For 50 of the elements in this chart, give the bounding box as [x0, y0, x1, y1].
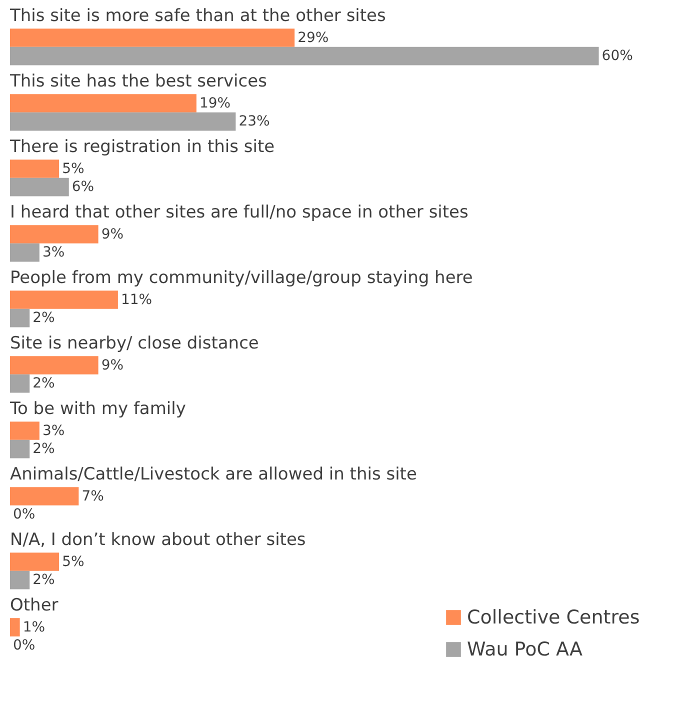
- bar: [10, 618, 20, 636]
- bar: [10, 308, 30, 328]
- bar: [10, 552, 60, 571]
- bar: [10, 243, 40, 262]
- data-label: 9%: [101, 357, 124, 374]
- y-tick-label: There is registration in this site: [9, 137, 275, 157]
- bar: [10, 487, 79, 506]
- y-tick-label: Other: [10, 596, 58, 616]
- bar: [10, 422, 40, 440]
- bar: [10, 160, 60, 178]
- data-label: 2%: [32, 572, 55, 588]
- y-tick-label: I heard that other sites are full/no space in other sites: [10, 202, 469, 222]
- bar: [10, 94, 196, 112]
- data-label: 3%: [42, 422, 65, 439]
- bar: [10, 178, 69, 196]
- bar: [10, 225, 98, 244]
- data-label: 11%: [120, 292, 152, 308]
- legend-label: Wau PoC AA: [467, 638, 583, 660]
- data-label: 2%: [32, 376, 55, 392]
- y-tick-label: This site has the best services: [9, 72, 268, 92]
- bar: [10, 28, 295, 47]
- data-label: 23%: [238, 114, 270, 130]
- y-tick-label: This site is more safe than at the other sites: [9, 6, 386, 26]
- data-label: 0%: [13, 638, 36, 654]
- data-label: 5%: [62, 554, 84, 570]
- legend-label: Collective Centres: [467, 606, 640, 628]
- data-label: 19%: [199, 95, 231, 112]
- data-label: 2%: [32, 310, 55, 326]
- data-label: 1%: [22, 619, 46, 636]
- y-tick-label: Site is nearby/ close distance: [10, 334, 259, 354]
- bar: [10, 290, 118, 309]
- data-label: 29%: [298, 30, 329, 46]
- data-label: 3%: [42, 244, 65, 261]
- bar: [10, 112, 236, 131]
- data-label: 6%: [72, 179, 94, 196]
- bar: [10, 374, 30, 393]
- bar: [10, 440, 30, 458]
- y-tick-label: Animals/Cattle/Livestock are allowed in this site: [10, 464, 417, 484]
- data-label: 5%: [62, 160, 84, 177]
- bar: [10, 356, 98, 374]
- data-label: 0%: [13, 506, 36, 523]
- data-label: 60%: [602, 48, 633, 64]
- y-tick-label: People from my community/village/group staying here: [10, 268, 473, 288]
- data-label: 7%: [82, 488, 104, 504]
- bar: [10, 570, 30, 590]
- bar: [10, 46, 599, 66]
- y-tick-label: To be with my family: [9, 399, 186, 419]
- data-label: 2%: [32, 441, 55, 458]
- data-label: 9%: [101, 226, 124, 242]
- y-tick-label: N/A, I don’t know about other sites: [10, 530, 306, 550]
